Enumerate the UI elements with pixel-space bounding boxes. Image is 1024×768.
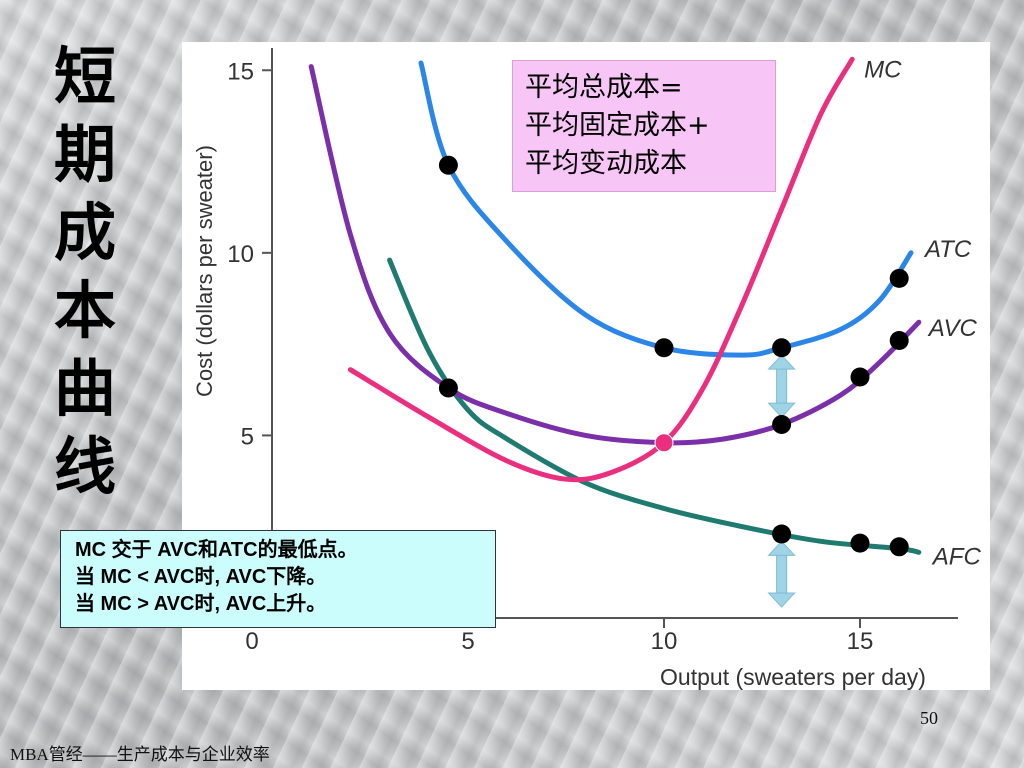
double-arrow-0 <box>767 354 796 418</box>
formula-line-2: 平均固定成本+ <box>525 110 710 141</box>
curve-avc <box>308 64 922 446</box>
title-char-2: 成 <box>53 196 116 269</box>
x-tick-label-3: 15 <box>847 628 874 655</box>
double-arrow-bottom-head-1 <box>767 592 796 608</box>
x-axis-label: Output (sweaters per day) <box>660 664 926 690</box>
title-char-3: 本 <box>53 274 116 347</box>
y-tick-label-2: 15 <box>227 58 254 85</box>
y-tick-label-1: 10 <box>227 241 254 268</box>
data-dot-2 <box>772 338 792 358</box>
label-mc: MC <box>864 56 902 83</box>
data-dot-6 <box>850 367 870 387</box>
curve-mc <box>347 56 855 483</box>
footer-text: MBA管经——生产成本与企业效率 <box>10 745 270 764</box>
formula-line-3: 平均变动成本 <box>525 148 687 179</box>
data-dot-4 <box>438 378 458 398</box>
label-avc: AVC <box>927 315 978 342</box>
x-tick-label-2: 10 <box>651 628 678 655</box>
data-dot-7 <box>889 330 909 350</box>
double-arrow-top-head-1 <box>767 540 796 556</box>
mc-avc-intersection-dot <box>654 433 674 453</box>
double-arrow-shaft-0 <box>776 366 788 406</box>
data-dot-1 <box>654 338 674 358</box>
data-dot-5 <box>772 414 792 434</box>
double-arrow-bottom-head-0 <box>767 402 796 418</box>
data-dot-0 <box>438 155 458 175</box>
y-axis-label: Cost (dollars per sweater) <box>192 145 217 397</box>
data-dot-3 <box>889 268 909 288</box>
data-dot-10 <box>889 537 909 557</box>
title-char-4: 曲 <box>53 352 116 425</box>
x-tick-label-0: 0 <box>245 628 258 655</box>
slide-title: 短期成本曲线 <box>40 38 130 506</box>
note-line-2: 当 MC < AVC时, AVC下降。 <box>75 566 327 588</box>
title-char-0: 短 <box>53 40 116 113</box>
arrows <box>767 354 796 608</box>
title-char-5: 线 <box>53 430 116 503</box>
note-line-1: MC 交于 AVC和ATC的最低点。 <box>75 539 358 561</box>
average-cost-formula-box: 平均总成本= 平均固定成本+ 平均变动成本 <box>512 60 776 192</box>
double-arrow-top-head-0 <box>767 354 796 370</box>
data-dot-9 <box>850 533 870 553</box>
y-tick-label-0: 5 <box>241 423 254 450</box>
double-arrow-1 <box>767 540 796 608</box>
mc-avc-note-box: MC 交于 AVC和ATC的最低点。 当 MC < AVC时, AVC下降。 当… <box>60 530 496 628</box>
label-afc: AFC <box>931 543 982 570</box>
curve-labels: ATC AVC MC AFC <box>864 56 981 570</box>
formula-line-1: 平均总成本= <box>525 72 683 103</box>
label-atc: ATC <box>923 236 972 263</box>
double-arrow-shaft-1 <box>776 552 788 596</box>
data-dot-8 <box>772 524 792 544</box>
note-line-3: 当 MC > AVC时, AVC上升。 <box>75 593 327 615</box>
axes: 5 10 15 0 5 10 15 Output (sweaters per day) Cost… <box>192 48 958 690</box>
x-tick-label-1: 5 <box>461 628 474 655</box>
page-number: 50 <box>920 708 938 728</box>
title-char-1: 期 <box>53 118 116 191</box>
data-dots <box>438 155 909 557</box>
